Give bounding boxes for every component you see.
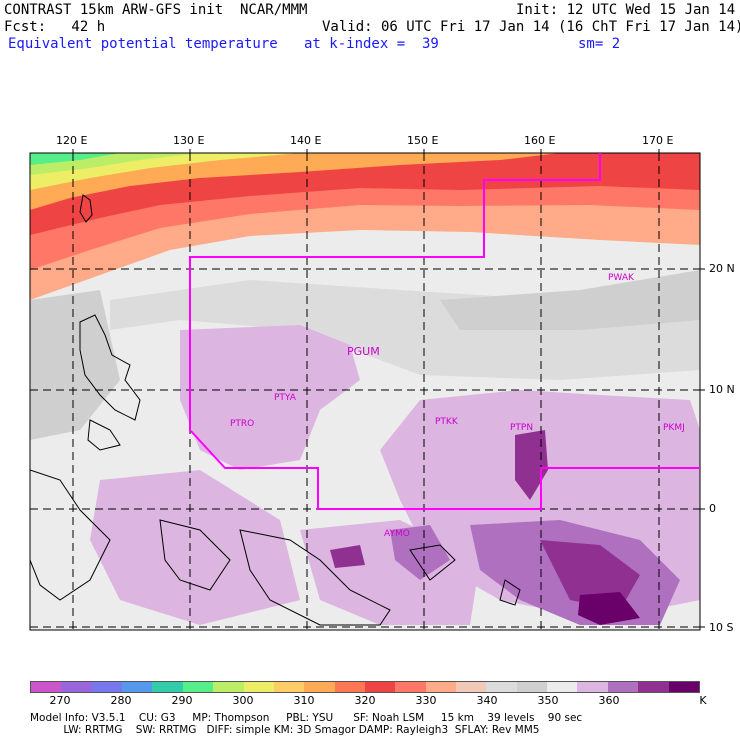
lon-label: 140 E — [290, 134, 322, 147]
legend-tick-label: 290 — [171, 694, 193, 707]
legend-swatch — [91, 682, 123, 692]
legend-swatch — [243, 682, 274, 692]
lon-label: 160 E — [524, 134, 556, 147]
lat-label: 10 S — [709, 621, 734, 634]
legend-tick-label: 350 — [537, 694, 559, 707]
legend-tick-label: 360 — [598, 694, 620, 707]
legend-swatch — [152, 682, 183, 692]
station-label: PKMJ — [663, 423, 685, 433]
lat-label: 0 — [709, 502, 716, 515]
model-info-line1: Model Info: V3.5.1 CU: G3 MP: Thompson P… — [30, 712, 583, 724]
legend-swatch — [273, 682, 305, 692]
legend-swatch — [547, 682, 578, 692]
legend-tick-label: 270 — [49, 694, 71, 707]
valid-time: Valid: 06 UTC Fri 17 Jan 14 (16 ChT Fri … — [322, 19, 740, 35]
legend-swatch — [61, 682, 92, 692]
station-label: PTYA — [274, 393, 296, 403]
legend-swatch — [607, 682, 639, 692]
map-frame — [29, 152, 701, 631]
lon-label: 170 E — [642, 134, 674, 147]
station-label: PGUM — [347, 345, 380, 358]
forecast-hour: Fcst: 42 h — [4, 19, 106, 35]
legend-swatch — [213, 682, 244, 692]
station-label: PTPN — [510, 423, 534, 433]
axis-ticks — [72, 149, 705, 628]
color-scale-bar — [30, 681, 700, 693]
legend-swatch — [31, 682, 62, 692]
model-info-line2: LW: RRTMG SW: RRTMG DIFF: simple KM: 3D … — [30, 724, 540, 736]
lat-label: 20 N — [709, 262, 735, 275]
station-label: PTRO — [230, 419, 255, 429]
legend-tick-label: 320 — [354, 694, 376, 707]
legend-swatch — [516, 682, 548, 692]
legend-swatch — [668, 682, 699, 692]
legend-swatch — [395, 682, 426, 692]
legend-swatch — [486, 682, 517, 692]
lon-label: 150 E — [407, 134, 439, 147]
legend-tick-label: 280 — [110, 694, 132, 707]
legend-swatch — [182, 682, 214, 692]
fir-boundary — [189, 153, 700, 510]
station-label: PWAK — [608, 273, 634, 283]
legend-swatch — [577, 682, 608, 692]
level-label: at k-index = 39 — [304, 36, 439, 52]
legend-swatch — [456, 682, 487, 692]
legend-swatch — [122, 682, 153, 692]
lat-label: 10 N — [709, 383, 735, 396]
lon-label: 130 E — [173, 134, 205, 147]
smoothing-label: sm= 2 — [578, 36, 621, 52]
station-label: AYMO — [384, 529, 410, 539]
legend-swatch — [638, 682, 669, 692]
legend-tick-label: 340 — [476, 694, 498, 707]
legend-swatch — [334, 682, 365, 692]
field-shading — [30, 153, 700, 630]
lon-label: 120 E — [56, 134, 88, 147]
init-time: Init: 12 UTC Wed 15 Jan 14 — [516, 2, 736, 18]
legend-tick-label: 330 — [415, 694, 437, 707]
legend-tick-label: 310 — [293, 694, 315, 707]
legend-unit: K — [699, 694, 707, 707]
legend-tick-label: 300 — [232, 694, 254, 707]
model-title: CONTRAST 15km ARW-GFS init NCAR/MMM — [4, 2, 308, 18]
legend-swatch — [304, 682, 335, 692]
station-label: PTKK — [435, 417, 458, 427]
graticule — [30, 153, 700, 630]
field-name: Equivalent potential temperature — [8, 36, 278, 52]
legend-swatch — [425, 682, 457, 692]
legend-swatch — [364, 682, 396, 692]
